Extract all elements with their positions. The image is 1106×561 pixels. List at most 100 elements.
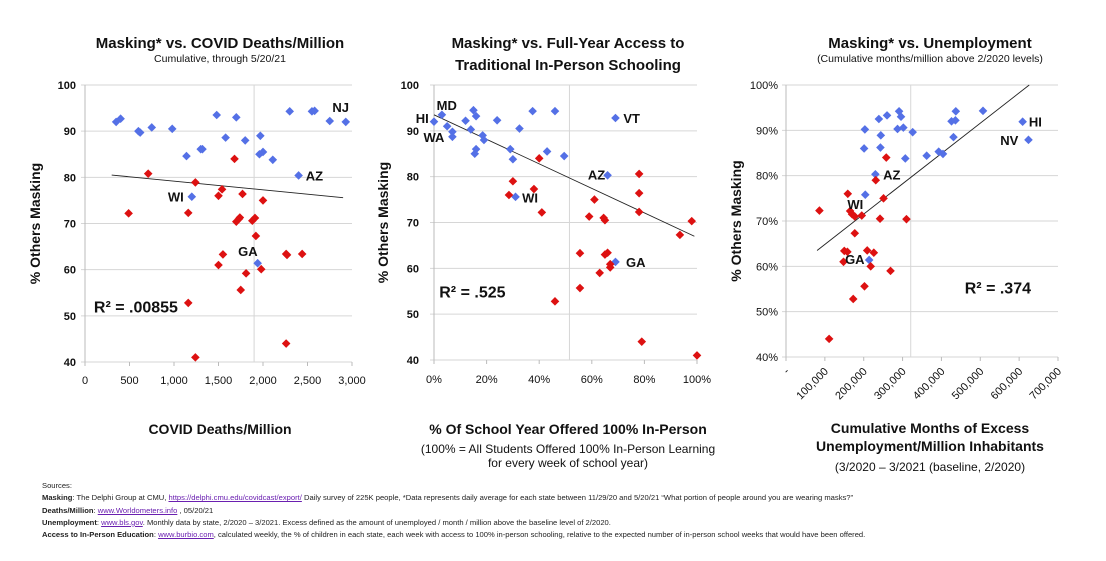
x-tick-label: 3,000	[338, 375, 366, 387]
x-tick-label: 400,000	[911, 366, 948, 403]
deaths-link[interactable]: www.Worldometers.info	[97, 505, 178, 515]
state-label: AZ	[306, 168, 323, 183]
data-point-red	[850, 228, 860, 238]
data-point-blue	[232, 113, 241, 122]
data-point-red	[603, 248, 612, 258]
y-tick-label: 100%	[750, 80, 778, 92]
data-point-red	[230, 154, 239, 164]
data-point-blue	[240, 136, 250, 145]
x-tick-label: 1,500	[205, 375, 233, 387]
y-tick-label: 80%	[756, 171, 778, 183]
y-tick-label: 60%	[756, 261, 778, 273]
x-axis-title: (100% = All Students Offered 100% In-Per…	[421, 442, 715, 456]
y-axis-title: % Others Masking	[375, 162, 391, 283]
data-point-red	[634, 188, 644, 198]
source-access: Access to In-Person Education: www.burbi…	[42, 530, 866, 540]
data-point-red	[839, 257, 848, 267]
sources-heading: Sources:	[42, 481, 72, 490]
data-point-blue	[429, 117, 439, 126]
data-point-blue	[505, 144, 515, 154]
x-tick-label: -	[781, 365, 792, 376]
data-point-red	[879, 194, 888, 203]
state-label: HI	[416, 111, 429, 126]
data-point-blue	[256, 131, 265, 141]
x-tick-label: 0	[82, 375, 88, 387]
data-point-blue	[542, 147, 552, 156]
r-squared-label: R² = .374	[965, 281, 1031, 298]
data-point-blue	[471, 144, 481, 154]
data-point-red	[191, 178, 200, 187]
data-point-red	[634, 169, 644, 179]
x-tick-label: 100%	[683, 374, 711, 386]
state-label: GA	[626, 255, 646, 270]
data-point-blue	[258, 147, 268, 157]
data-point-blue	[471, 111, 481, 121]
access-link[interactable]: www.burbio.com	[158, 530, 214, 540]
data-point-blue	[876, 143, 885, 152]
x-tick-label: 100,000	[794, 366, 831, 403]
unemployment-link[interactable]: www.bls.gov	[101, 517, 143, 527]
state-label: GA	[845, 252, 865, 267]
data-point-blue	[1018, 117, 1027, 127]
y-tick-label: 100	[401, 80, 419, 92]
data-point-blue	[466, 125, 476, 134]
x-tick-label: 20%	[476, 374, 498, 386]
state-label: NJ	[332, 100, 349, 115]
data-point-blue	[135, 128, 145, 137]
data-point-red	[871, 175, 881, 185]
data-point-blue	[860, 125, 870, 134]
data-point-red	[143, 169, 153, 178]
data-point-red	[850, 212, 860, 221]
y-tick-label: 70	[407, 218, 419, 230]
y-tick-label: 70	[64, 219, 76, 231]
y-tick-label: 50%	[756, 307, 778, 319]
data-point-blue	[515, 124, 524, 133]
data-point-red	[235, 213, 245, 222]
data-point-blue	[508, 154, 518, 164]
y-tick-label: 60	[64, 265, 76, 277]
data-point-red	[637, 337, 647, 346]
state-label: MD	[437, 98, 457, 113]
data-point-blue	[559, 151, 569, 161]
data-point-blue	[310, 106, 319, 116]
data-point-red	[866, 262, 876, 271]
data-point-blue	[550, 106, 560, 116]
data-point-red	[214, 260, 223, 270]
data-point-blue	[874, 114, 884, 124]
data-point-red	[902, 214, 911, 224]
data-point-blue	[294, 171, 303, 180]
masking-link[interactable]: https://delphi.cmu.edu/covidcast/export/	[168, 493, 302, 503]
x-tick-label: 80%	[633, 374, 655, 386]
x-tick-label: 1,000	[160, 375, 188, 387]
data-point-red	[595, 268, 604, 278]
data-point-blue	[187, 192, 197, 202]
data-point-red	[124, 209, 133, 218]
data-point-blue	[951, 106, 961, 116]
data-point-red	[875, 214, 885, 224]
data-point-red	[258, 196, 268, 205]
data-point-blue	[448, 127, 457, 137]
y-tick-label: 90	[407, 126, 419, 138]
data-point-red	[217, 185, 227, 194]
data-point-blue	[871, 170, 880, 179]
chart-title: Masking* vs. Unemployment	[828, 35, 1031, 52]
y-tick-label: 40	[407, 355, 419, 367]
data-point-red	[183, 298, 193, 308]
x-tick-label: 40%	[528, 374, 550, 386]
chart-subtitle: Cumulative, through 5/20/21	[154, 53, 286, 65]
x-axis-title: (3/2020 – 3/2021 (baseline, 2/2020)	[835, 460, 1025, 474]
data-point-blue	[116, 114, 125, 124]
y-tick-label: 50	[407, 309, 419, 321]
data-point-blue	[603, 170, 612, 180]
data-point-blue	[492, 115, 502, 125]
data-point-blue	[528, 106, 537, 116]
data-point-red	[248, 216, 257, 226]
data-point-red	[857, 211, 867, 220]
state-label: WI	[168, 190, 184, 205]
data-point-red	[232, 217, 241, 226]
state-label: WA	[423, 130, 445, 145]
trendline	[816, 84, 1030, 251]
state-label: NV	[1000, 133, 1018, 148]
data-point-blue	[341, 117, 351, 127]
data-point-blue	[859, 144, 869, 153]
